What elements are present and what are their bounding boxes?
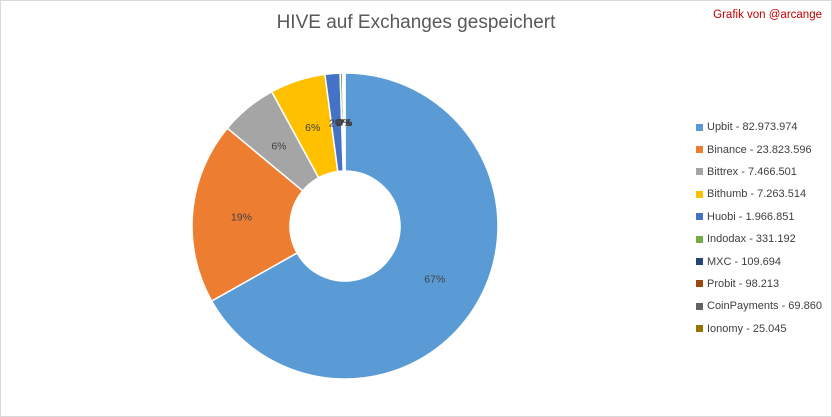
legend-label: Huobi - 1.966.851 xyxy=(707,210,795,223)
legend-item-upbit: Upbit - 82.973.974 xyxy=(696,116,822,138)
data-label-huobi: 2% xyxy=(329,117,344,129)
legend-item-probit: Probit - 98.213 xyxy=(696,273,822,295)
legend-swatch xyxy=(696,258,703,266)
legend-swatch xyxy=(696,213,703,221)
data-label-binance: 19% xyxy=(231,212,252,224)
legend-swatch xyxy=(696,302,703,310)
legend-label: MXC - 109.694 xyxy=(707,255,781,268)
chart-legend: Upbit - 82.973.974 Binance - 23.823.596 Bi… xyxy=(696,116,822,340)
legend-item-bithumb: Bithumb - 7.263.514 xyxy=(696,183,822,205)
legend-swatch xyxy=(696,190,703,198)
data-label-indodax: 0% xyxy=(335,117,350,129)
legend-swatch xyxy=(696,235,703,243)
legend-item-indodax: Indodax - 331.192 xyxy=(696,228,822,250)
data-label-upbit: 67% xyxy=(424,274,445,286)
legend-item-coinpayments: CoinPayments - 69.860 xyxy=(696,295,822,317)
legend-label: Bittrex - 7.466.501 xyxy=(707,165,797,178)
legend-label: Ionomy - 25.045 xyxy=(707,322,787,335)
data-label-ionomy: 0% xyxy=(337,117,352,129)
legend-item-mxc: MXC - 109.694 xyxy=(696,250,822,272)
legend-swatch xyxy=(696,280,703,288)
legend-item-huobi: Huobi - 1.966.851 xyxy=(696,206,822,228)
legend-label: Upbit - 82.973.974 xyxy=(707,121,798,134)
legend-swatch xyxy=(696,146,703,154)
legend-item-bittrex: Bittrex - 7.466.501 xyxy=(696,161,822,183)
data-label-bithumb: 6% xyxy=(305,122,320,134)
legend-label: Bithumb - 7.263.514 xyxy=(707,188,807,201)
legend-label: Probit - 98.213 xyxy=(707,277,780,290)
legend-swatch xyxy=(696,123,703,131)
legend-label: Binance - 23.823.596 xyxy=(707,143,812,156)
legend-label: Indodax - 331.192 xyxy=(707,233,796,246)
legend-item-binance: Binance - 23.823.596 xyxy=(696,138,822,160)
slice-binance xyxy=(191,127,304,303)
legend-swatch xyxy=(696,325,703,333)
legend-label: CoinPayments - 69.860 xyxy=(707,300,822,313)
legend-item-ionomy: Ionomy - 25.045 xyxy=(696,318,822,340)
chart-title: HIVE auf Exchanges gespeichert xyxy=(276,12,556,33)
credit-label: Grafik von @arcange xyxy=(713,9,822,21)
slice-upbit xyxy=(210,72,499,380)
legend-swatch xyxy=(696,168,703,176)
data-label-bittrex: 6% xyxy=(271,141,286,153)
